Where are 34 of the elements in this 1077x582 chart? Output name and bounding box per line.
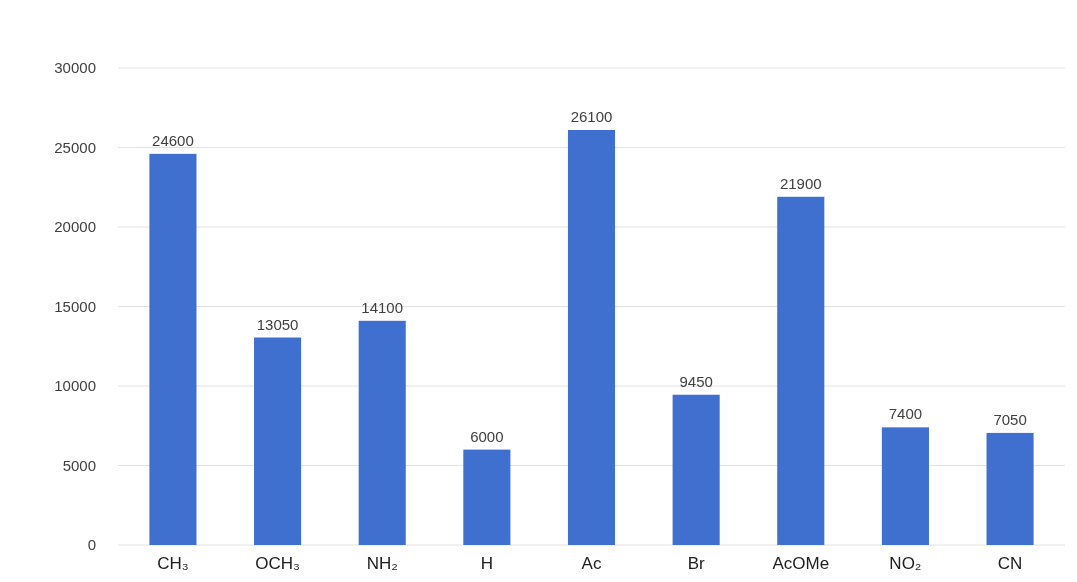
data-label: 26100 <box>570 108 613 126</box>
data-label: 7400 <box>888 405 923 423</box>
y-tick-label: 25000 <box>54 138 96 156</box>
bar <box>567 130 616 545</box>
bar <box>986 432 1034 545</box>
data-label: 24600 <box>152 131 194 149</box>
bar <box>463 449 511 545</box>
x-tick-label: CN <box>997 554 1023 573</box>
y-tick-label: 15000 <box>54 297 96 315</box>
x-tick-label: Ac <box>581 554 602 573</box>
x-tick-label: NH₂ <box>366 554 398 573</box>
data-label: 14100 <box>361 298 404 316</box>
bar <box>149 153 197 545</box>
data-label: 7050 <box>993 410 1027 428</box>
x-tick-label: NO₂ <box>889 554 922 573</box>
y-tick-label: 30000 <box>54 59 96 76</box>
data-label: 6000 <box>470 427 504 445</box>
bar <box>358 320 406 545</box>
data-label: 13050 <box>256 315 299 333</box>
bar <box>881 427 929 545</box>
data-label: 9450 <box>679 372 713 390</box>
x-tick-label: CH₃ <box>157 554 189 573</box>
bar <box>672 394 720 545</box>
x-tick-label: AcOMe <box>772 554 830 573</box>
y-tick-label: 10000 <box>54 377 96 394</box>
x-tick-label: OCH₃ <box>255 554 300 573</box>
x-tick-label: Br <box>687 554 705 573</box>
y-tick-label: 5000 <box>62 456 96 474</box>
bar <box>254 337 302 545</box>
bar <box>777 196 825 545</box>
y-tick-label: 0 <box>87 536 96 553</box>
data-label: 21900 <box>779 174 822 192</box>
x-tick-label: H <box>480 554 493 573</box>
y-tick-label: 20000 <box>54 218 96 235</box>
